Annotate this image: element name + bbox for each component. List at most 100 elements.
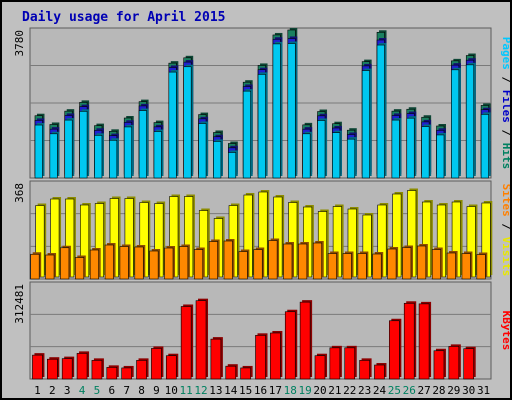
panel2-sites-bar bbox=[193, 249, 204, 280]
panel3-kbytes-bar bbox=[225, 365, 237, 380]
panel3-y-max-label: 312481 bbox=[13, 284, 26, 324]
panel2-sites-bar bbox=[208, 241, 218, 280]
x-tick-label: 28 bbox=[432, 384, 445, 397]
panel3-kbytes-bar bbox=[314, 355, 326, 380]
panel1-pages-bar bbox=[287, 43, 296, 179]
panel3-kbytes-bar bbox=[32, 354, 43, 380]
panel1-pages-bar bbox=[94, 135, 103, 179]
panel2-sites-bar bbox=[89, 249, 99, 280]
panel1-pages-bar bbox=[465, 64, 475, 179]
panel1-pages-bar bbox=[242, 90, 251, 179]
x-tick-label: 3 bbox=[64, 384, 71, 397]
panel3-kbytes-bar bbox=[121, 367, 132, 380]
panel1-pages-bar bbox=[198, 123, 207, 179]
x-tick-label: 10 bbox=[165, 384, 178, 397]
panel1-legend-part: Hits bbox=[500, 143, 510, 170]
x-tick-label: 15 bbox=[239, 384, 252, 397]
panel1-pages-bar bbox=[138, 110, 147, 179]
panel3-kbytes-bar bbox=[210, 338, 222, 380]
panel1-pages-bar bbox=[153, 131, 162, 179]
panel3-kbytes-bar bbox=[165, 355, 177, 380]
panel1-pages-bar bbox=[302, 133, 311, 179]
panel1-pages-bar bbox=[257, 74, 266, 179]
panel3-kbytes-bar bbox=[61, 358, 73, 380]
panel3-kbytes-bar bbox=[344, 347, 356, 380]
panel3-kbytes-bar bbox=[91, 360, 103, 380]
panel1-pages-bar bbox=[34, 124, 43, 179]
panel3-kbytes-bar bbox=[136, 360, 147, 380]
x-tick-label: 11 bbox=[180, 384, 193, 397]
panel2-y-max-label: 368 bbox=[13, 183, 26, 203]
panel2-sites-bar bbox=[298, 243, 308, 280]
panel3-legend-part: KBytes bbox=[500, 311, 510, 351]
panel2-sites-bar bbox=[253, 249, 263, 280]
panel1-pages-bar bbox=[79, 111, 88, 179]
panel1-pages-bar bbox=[317, 120, 326, 179]
panel1-pages-bar bbox=[123, 126, 133, 179]
panel2-sites-bar bbox=[357, 253, 367, 280]
panel3-kbytes-bar bbox=[76, 353, 88, 380]
panel2-legend-part: / bbox=[500, 217, 510, 237]
panel1-pages-bar bbox=[406, 117, 415, 179]
x-tick-label: 19 bbox=[298, 384, 311, 397]
panel3-kbytes-bar bbox=[106, 367, 118, 380]
x-tick-label: 30 bbox=[462, 384, 475, 397]
panel2-sites-bar bbox=[74, 257, 85, 280]
x-tick-label: 12 bbox=[194, 384, 207, 397]
panel1-legend-part: Files bbox=[500, 90, 510, 123]
panel3-kbytes-bar bbox=[463, 348, 474, 380]
panel3-kbytes-bar bbox=[240, 367, 251, 380]
panel2-sites-bar bbox=[327, 253, 337, 280]
panel2-legend-part: Visits bbox=[500, 237, 510, 277]
panel1-pages-bar bbox=[64, 119, 73, 179]
panel2-sites-bar bbox=[476, 254, 486, 280]
x-tick-label: 9 bbox=[153, 384, 160, 397]
panel3-kbytes-bar bbox=[270, 332, 281, 380]
x-tick-label: 17 bbox=[269, 384, 282, 397]
panel2-sites-bar bbox=[179, 246, 189, 280]
x-tick-label: 5 bbox=[94, 384, 101, 397]
panel2-series-legend: Sites / Visits bbox=[500, 184, 510, 277]
x-tick-label: 16 bbox=[254, 384, 267, 397]
x-tick-label: 22 bbox=[343, 384, 356, 397]
panel2-sites-bar bbox=[446, 252, 456, 280]
panel1-pages-bar bbox=[376, 44, 385, 179]
panel3-kbytes-bar bbox=[389, 320, 400, 380]
panel2-sites-bar bbox=[387, 248, 397, 280]
panel3-kbytes-bar bbox=[433, 350, 445, 380]
panel1-pages-bar bbox=[183, 66, 192, 179]
x-tick-label: 25 bbox=[388, 384, 401, 397]
panel2-sites-bar bbox=[104, 244, 114, 280]
panel3-kbytes-bar bbox=[255, 335, 266, 380]
x-tick-label: 27 bbox=[417, 384, 430, 397]
panel3-series-legend: KBytes bbox=[500, 311, 510, 351]
panel1-pages-bar bbox=[346, 138, 356, 179]
panel3-kbytes-bar bbox=[329, 347, 341, 380]
panel1-legend-part: Pages bbox=[500, 37, 510, 70]
panel2-sites-bar bbox=[402, 247, 412, 280]
panel2-sites-bar bbox=[342, 253, 352, 280]
x-tick-label: 26 bbox=[403, 384, 416, 397]
panel1-pages-bar bbox=[480, 114, 489, 179]
panel3-kbytes-bar bbox=[195, 300, 207, 380]
x-tick-label: 24 bbox=[373, 384, 387, 397]
x-tick-label: 29 bbox=[447, 384, 460, 397]
panel1-legend-part: / bbox=[500, 123, 510, 143]
panel2-sites-bar bbox=[164, 247, 174, 280]
panel1-pages-bar bbox=[361, 70, 370, 179]
panel2-sites-bar bbox=[238, 251, 248, 280]
panel2-sites-bar bbox=[461, 253, 471, 280]
panel3-kbytes-bar bbox=[418, 303, 430, 380]
panel2-sites-bar bbox=[268, 240, 278, 280]
x-tick-label: 6 bbox=[108, 384, 115, 397]
panel1-y-max-label: 3780 bbox=[13, 30, 26, 57]
x-tick-label: 23 bbox=[358, 384, 371, 397]
panel2-sites-bar bbox=[431, 249, 442, 280]
panel3-kbytes-bar bbox=[151, 348, 162, 380]
panel2-sites-bar bbox=[134, 246, 144, 280]
panel2-sites-bar bbox=[30, 253, 40, 280]
x-tick-label: 18 bbox=[284, 384, 297, 397]
x-tick-label: 4 bbox=[79, 384, 86, 397]
